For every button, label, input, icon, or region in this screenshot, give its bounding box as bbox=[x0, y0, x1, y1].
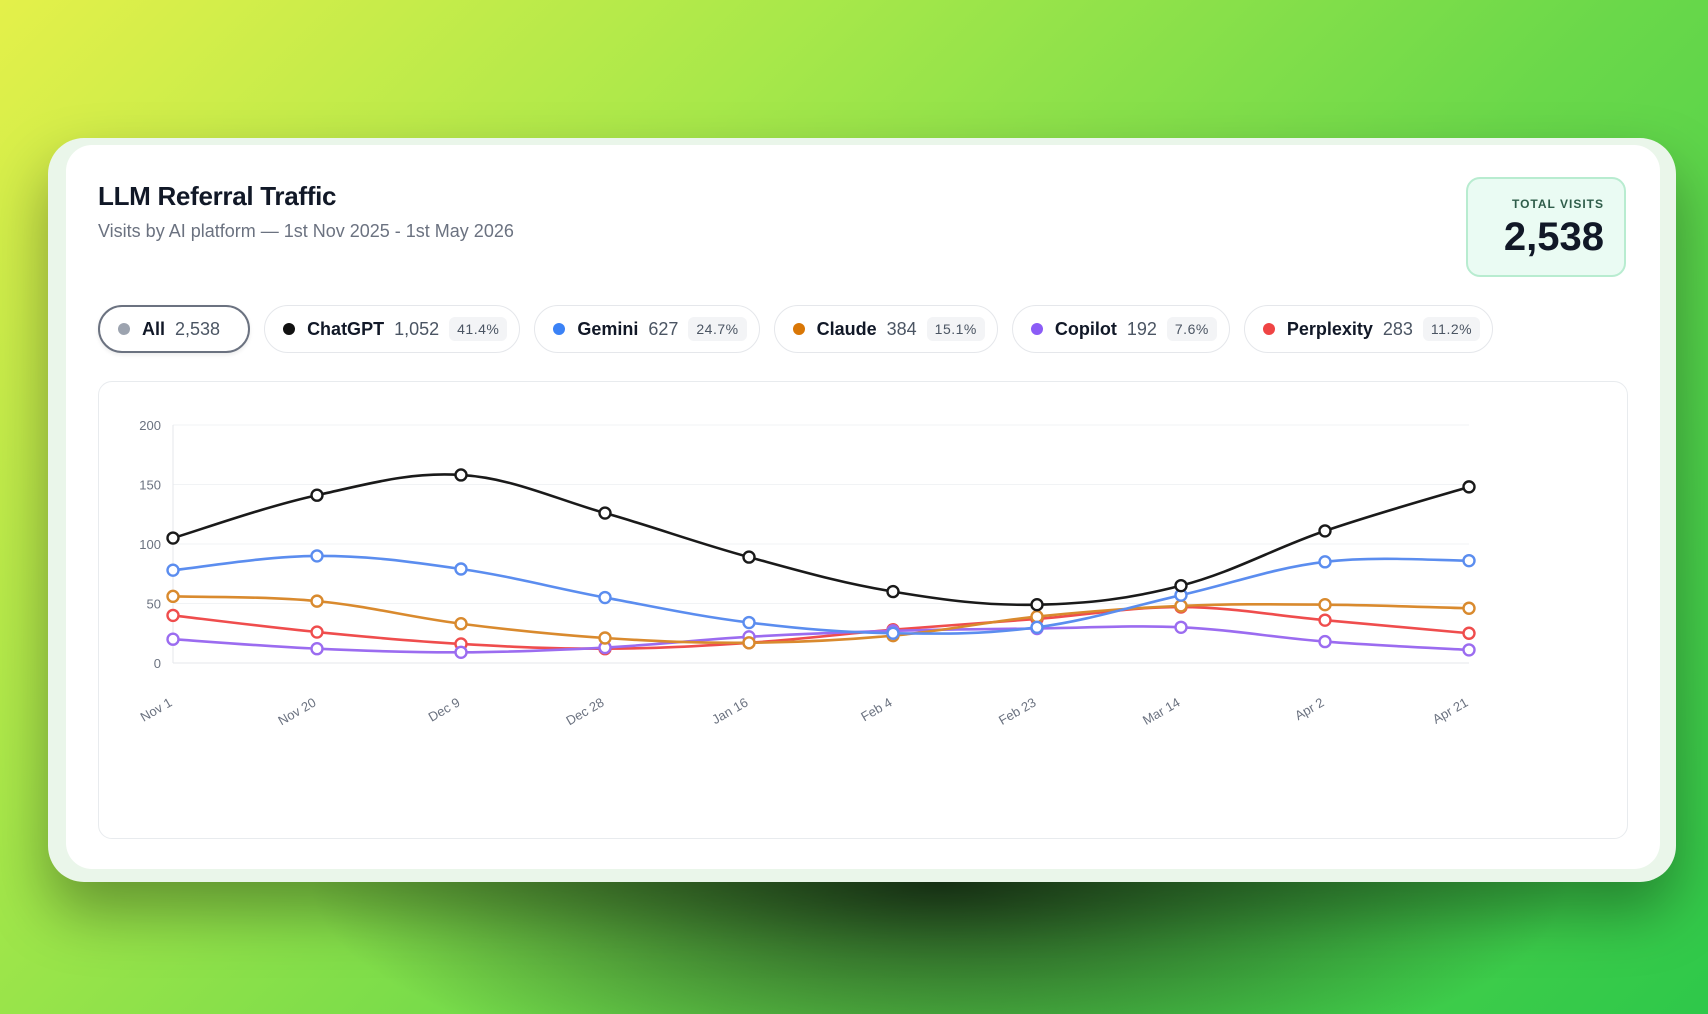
data-point-claude bbox=[1030, 609, 1044, 624]
filter-chip-percent: 41.4% bbox=[449, 317, 508, 341]
x-tick-label: Jan 16 bbox=[709, 695, 750, 728]
total-visits-value: 2,538 bbox=[1503, 215, 1604, 259]
data-point-chatgpt bbox=[166, 531, 180, 545]
x-tick-label: Apr 21 bbox=[1430, 695, 1471, 727]
data-point-perplexity bbox=[166, 608, 180, 623]
total-visits-box: TOTAL VISITS 2,538 bbox=[1466, 177, 1626, 277]
data-point-claude bbox=[598, 631, 612, 645]
y-tick-label: 100 bbox=[139, 537, 161, 552]
filter-chip-name: Perplexity bbox=[1286, 318, 1373, 339]
filter-chip-percent: 24.7% bbox=[688, 317, 747, 341]
filter-chip-chatgpt[interactable]: ChatGPT 1,052 41.4% bbox=[264, 305, 521, 353]
data-point-chatgpt bbox=[310, 488, 324, 502]
data-point-chatgpt bbox=[742, 550, 756, 564]
filter-chip-percent: 7.6% bbox=[1166, 317, 1217, 341]
dot-icon bbox=[1030, 323, 1043, 335]
x-tick-label: Nov 1 bbox=[138, 695, 175, 725]
dot-icon bbox=[283, 323, 296, 335]
filter-chip-count: 2,538 bbox=[175, 318, 221, 339]
series-line-gemini bbox=[171, 554, 1471, 635]
x-tick-label: Feb 23 bbox=[996, 695, 1039, 728]
filter-chip-all[interactable]: All 2,538 bbox=[98, 305, 251, 353]
filter-chip-count: 283 bbox=[1382, 318, 1413, 339]
filter-chip-count: 627 bbox=[648, 318, 679, 339]
dot-icon bbox=[1262, 323, 1275, 335]
y-tick-label: 200 bbox=[139, 418, 161, 433]
data-point-gemini bbox=[1462, 553, 1476, 568]
filter-chip-name: All bbox=[142, 318, 166, 339]
card-title: LLM Referral Traffic bbox=[98, 181, 337, 211]
y-tick-label: 0 bbox=[154, 656, 161, 671]
total-visits-label: TOTAL VISITS bbox=[1511, 197, 1604, 211]
x-tick-label: Mar 14 bbox=[1140, 695, 1183, 728]
platform-filter-bar: All 2,538 ChatGPT 1,052 41.4% Gemini 627… bbox=[98, 305, 1494, 355]
data-point-chatgpt bbox=[1462, 480, 1476, 494]
filter-chip-count: 1,052 bbox=[394, 318, 440, 339]
data-point-copilot bbox=[310, 642, 324, 656]
filter-chip-perplexity[interactable]: Perplexity 283 11.2% bbox=[1243, 305, 1494, 353]
data-point-chatgpt bbox=[1030, 597, 1044, 612]
data-point-copilot bbox=[166, 632, 180, 646]
y-tick-label: 50 bbox=[147, 597, 161, 612]
data-point-claude bbox=[454, 617, 468, 631]
data-point-gemini bbox=[598, 590, 612, 605]
filter-chip-gemini[interactable]: Gemini 627 24.7% bbox=[534, 305, 760, 353]
series-line-chatgpt bbox=[171, 473, 1471, 607]
data-point-gemini bbox=[742, 615, 756, 630]
series-line-copilot bbox=[171, 625, 1471, 654]
data-point-perplexity bbox=[1462, 626, 1476, 640]
filter-chip-name: ChatGPT bbox=[307, 318, 385, 339]
data-point-copilot bbox=[1174, 620, 1188, 635]
filter-chip-name: Copilot bbox=[1054, 318, 1117, 339]
dot-icon bbox=[553, 323, 566, 335]
data-point-chatgpt bbox=[1174, 578, 1188, 593]
data-point-claude bbox=[742, 636, 756, 650]
filter-chip-count: 192 bbox=[1126, 318, 1157, 339]
x-tick-label: Dec 9 bbox=[426, 695, 463, 725]
data-point-chatgpt bbox=[598, 506, 612, 520]
chart-panel: 0 50 100 150 200 Nov 1 Nov 20 Dec 9 Dec 28 Jan 16… bbox=[98, 381, 1628, 839]
series-line-claude bbox=[171, 595, 1471, 645]
filter-chip-percent: 11.2% bbox=[1422, 317, 1481, 341]
data-point-gemini bbox=[166, 563, 180, 577]
x-tick-label: Apr 2 bbox=[1292, 695, 1326, 724]
x-tick-label: Nov 20 bbox=[275, 695, 318, 729]
series-line-perplexity bbox=[171, 605, 1471, 651]
filter-chip-copilot[interactable]: Copilot 192 7.6% bbox=[1011, 305, 1230, 353]
dot-icon bbox=[118, 323, 130, 335]
card-subtitle: Visits by AI platform — 1st Nov 2025 - 1… bbox=[98, 221, 514, 241]
x-tick-label: Feb 4 bbox=[858, 695, 894, 725]
data-point-copilot bbox=[454, 645, 468, 659]
data-point-chatgpt bbox=[886, 584, 900, 599]
data-point-claude bbox=[1462, 601, 1476, 615]
data-point-chatgpt bbox=[1318, 524, 1332, 538]
data-point-chatgpt bbox=[454, 468, 468, 482]
x-tick-label: Dec 28 bbox=[563, 695, 606, 729]
data-point-perplexity bbox=[310, 625, 324, 639]
data-point-gemini bbox=[1030, 620, 1044, 635]
data-point-copilot bbox=[1318, 634, 1332, 649]
data-point-claude bbox=[310, 594, 324, 608]
data-point-gemini bbox=[1318, 555, 1332, 569]
filter-chip-percent: 15.1% bbox=[926, 317, 985, 341]
traffic-card: LLM Referral Traffic Visits by AI platfo… bbox=[66, 145, 1660, 869]
data-point-perplexity bbox=[1318, 613, 1332, 627]
data-point-copilot bbox=[1462, 643, 1476, 657]
data-point-gemini bbox=[886, 626, 900, 640]
dot-icon bbox=[792, 323, 805, 335]
data-point-claude bbox=[166, 589, 180, 604]
data-point-gemini bbox=[310, 549, 324, 563]
filter-chip-name: Gemini bbox=[577, 318, 639, 339]
filter-chip-count: 384 bbox=[886, 318, 917, 339]
y-tick-label: 150 bbox=[139, 478, 161, 493]
filter-chip-claude[interactable]: Claude 384 15.1% bbox=[773, 305, 998, 353]
filter-chip-name: Claude bbox=[816, 318, 877, 339]
data-point-gemini bbox=[454, 562, 468, 576]
data-point-claude bbox=[1174, 599, 1188, 613]
data-point-claude bbox=[1318, 597, 1332, 612]
line-chart: 0 50 100 150 200 Nov 1 Nov 20 Dec 9 Dec 28 Jan 16… bbox=[138, 418, 1476, 729]
